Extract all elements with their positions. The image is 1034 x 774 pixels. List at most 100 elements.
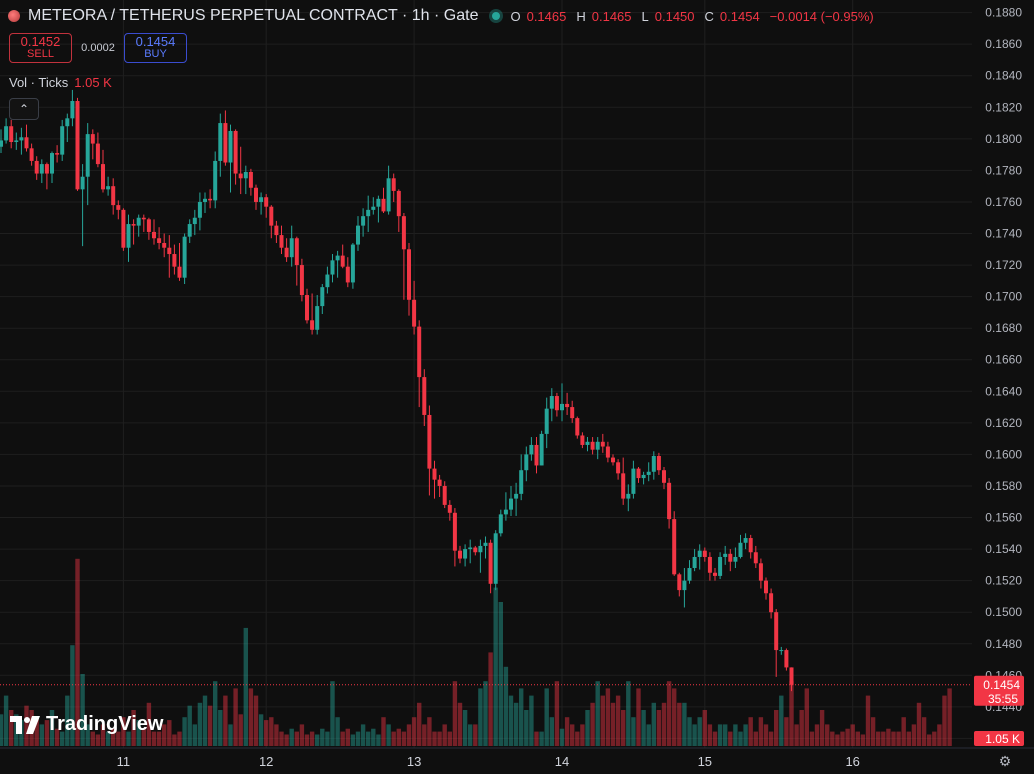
- candle-body: [534, 444, 539, 466]
- candle-body: [580, 435, 585, 445]
- volume-bar: [85, 724, 90, 746]
- volume-bar: [498, 602, 503, 746]
- collapse-legend-button[interactable]: ⌃: [9, 98, 39, 120]
- volume-bar: [570, 724, 575, 746]
- price-tick-label: 0.1700: [985, 290, 1022, 304]
- candle-body: [442, 485, 447, 505]
- tradingview-logo[interactable]: TradingView: [10, 713, 163, 736]
- candle-body: [407, 249, 411, 300]
- volume-bar: [238, 714, 243, 746]
- volume-bar: [34, 717, 39, 746]
- candle-body: [458, 550, 462, 559]
- volume-bar: [202, 695, 208, 746]
- candle-body: [238, 173, 243, 179]
- volume-bar: [860, 734, 866, 746]
- symbol-title[interactable]: METEORA / TETHERUS PERPETUAL CONTRACT · …: [28, 7, 479, 24]
- candle-body: [656, 455, 661, 471]
- candle-body: [738, 542, 743, 557]
- volume-bar: [90, 731, 95, 746]
- candle-body: [29, 148, 34, 161]
- bar-countdown-label: 35:55: [988, 692, 1018, 706]
- volume-bar: [855, 731, 860, 746]
- volume-bar: [355, 731, 361, 746]
- volume-legend-value: 1.05 K: [74, 75, 112, 90]
- volume-bar: [258, 714, 264, 746]
- candle-body: [707, 556, 712, 573]
- buy-price: 0.1454: [135, 34, 176, 49]
- volume-bar: [223, 695, 228, 746]
- candle-body: [412, 299, 417, 327]
- price-tick-label: 0.1540: [985, 542, 1022, 556]
- sell-button[interactable]: 0.1452 SELL: [9, 33, 72, 63]
- volume-bar: [870, 717, 876, 746]
- candle-body: [733, 556, 738, 562]
- volume-bar: [207, 705, 213, 746]
- candle-body: [264, 197, 269, 207]
- candle-body: [529, 444, 534, 455]
- candle-body: [85, 134, 90, 177]
- candle-body: [452, 512, 457, 551]
- time-tick-label: 13: [407, 754, 421, 769]
- candle-body: [254, 187, 258, 202]
- volume-bar: [932, 731, 937, 746]
- candle-body: [289, 238, 294, 258]
- candle-body: [575, 418, 580, 436]
- volume-bar: [881, 731, 886, 746]
- time-tick-label: 16: [845, 754, 859, 769]
- volume-bar: [182, 717, 187, 746]
- price-tick-label: 0.1600: [985, 447, 1022, 461]
- volume-bar: [162, 724, 167, 746]
- volume-bar: [396, 728, 401, 746]
- trade-buttons: 0.1452 SELL 0.0002 0.1454 BUY: [9, 33, 187, 63]
- volume-bar: [600, 695, 605, 746]
- volume-bar: [825, 724, 830, 746]
- candle-body: [157, 238, 162, 243]
- volume-bar: [473, 724, 478, 746]
- candle-body: [60, 126, 65, 155]
- candle-body: [539, 433, 544, 466]
- candle-body: [95, 143, 100, 165]
- volume-bar: [666, 681, 672, 746]
- volume-bar: [809, 731, 815, 746]
- candle-body: [361, 216, 366, 226]
- ohlc-value: 0.1465: [526, 8, 567, 24]
- candle-body: [299, 265, 304, 296]
- volume-bar: [774, 710, 779, 746]
- candle-body: [595, 441, 600, 450]
- candle-body: [248, 171, 253, 188]
- buy-button[interactable]: 0.1454 BUY: [124, 33, 187, 63]
- volume-bar: [284, 734, 289, 746]
- ohlc-legend: O 0.1465 H 0.1465 L 0.1450 C 0.1454 −0.0014 (−0.…: [510, 9, 877, 24]
- candle-body: [279, 235, 284, 248]
- candle-body: [50, 153, 54, 174]
- candle-body: [769, 593, 774, 613]
- volume-legend[interactable]: Vol · Ticks 1.05 K: [9, 75, 112, 90]
- candle-body: [728, 553, 733, 562]
- candle-body: [789, 667, 794, 685]
- candle-body: [560, 403, 564, 411]
- volume-bar: [656, 710, 662, 746]
- volume-bar: [641, 710, 646, 746]
- volume-bar: [197, 702, 203, 746]
- candle-body: [605, 446, 610, 458]
- candle-body: [116, 205, 121, 210]
- volume-bar: [442, 724, 447, 746]
- volume-bar: [687, 717, 692, 746]
- volume-bar: [748, 717, 753, 746]
- volume-bar: [636, 688, 641, 746]
- volume-bar: [304, 734, 310, 746]
- candle-body: [401, 216, 406, 250]
- volume-bar: [702, 710, 707, 746]
- volume-bar: [192, 724, 197, 746]
- candle-body: [774, 612, 779, 651]
- ohlc-key: H: [576, 8, 586, 24]
- volume-axis-badge: [974, 731, 1024, 746]
- candle-body: [432, 468, 437, 480]
- volume-bar: [580, 724, 585, 746]
- settings-gear-icon[interactable]: ⚙: [998, 752, 1012, 769]
- candle-body: [19, 137, 24, 141]
- candle-body: [493, 533, 498, 584]
- volume-bar: [381, 717, 386, 746]
- price-tick-label: 0.1480: [985, 637, 1022, 651]
